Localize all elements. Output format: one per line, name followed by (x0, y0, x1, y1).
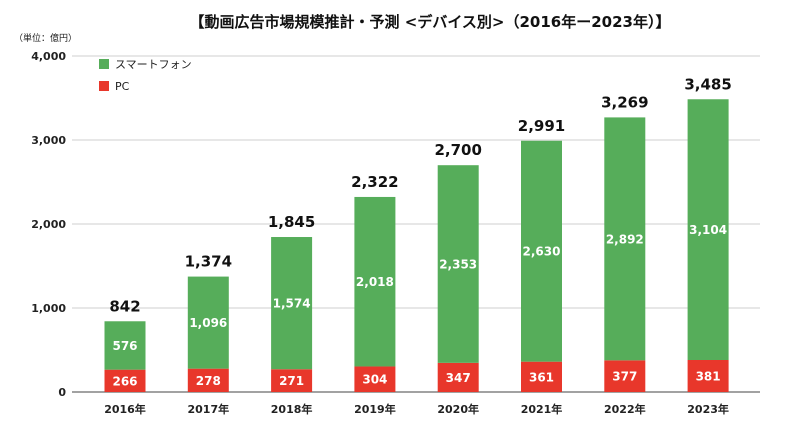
y-tick-label: 2,000 (31, 218, 66, 231)
x-tick-label: 2019年 (354, 402, 396, 416)
x-tick-label: 2020年 (437, 402, 479, 416)
y-tick-label: 3,000 (31, 134, 66, 147)
y-axis-ticks: 0 1,000 2,000 3,000 4,000 (31, 50, 66, 399)
smartphone-value-label: 1,574 (273, 297, 311, 311)
y-tick-label: 1,000 (31, 302, 66, 315)
pc-value-label: 304 (362, 373, 387, 387)
bar-segment-smartphone (187, 276, 229, 369)
smartphone-value-label: 576 (112, 339, 137, 353)
y-tick-label: 0 (58, 386, 66, 399)
bar-segment-smartphone (271, 237, 313, 370)
x-tick-label: 2021年 (521, 402, 563, 416)
unit-label: （単位：億円） (14, 32, 77, 44)
bar-segment-smartphone (521, 140, 562, 362)
pc-value-label: 377 (612, 370, 637, 384)
chart-title: 【動画広告市場規模推計・予測 <デバイス別>（2016年ー2023年）】 (190, 13, 671, 31)
smartphone-value-label: 2,630 (523, 245, 561, 259)
total-value-label: 2,322 (351, 173, 398, 191)
legend-label: PC (115, 80, 130, 93)
smartphone-value-label: 3,104 (689, 223, 727, 237)
pc-value-label: 361 (529, 370, 554, 384)
smartphone-value-label: 2,892 (606, 232, 644, 246)
total-value-label: 3,269 (601, 93, 648, 111)
total-value-label: 1,374 (185, 253, 232, 271)
gridlines (72, 55, 760, 393)
bar-segment-pc (521, 361, 562, 392)
pc-value-label: 271 (279, 374, 304, 388)
pc-value-label: 266 (112, 374, 137, 388)
bar-segment-pc (354, 366, 396, 392)
legend-swatch (99, 59, 109, 69)
total-value-label: 3,485 (684, 75, 731, 93)
total-value-label: 1,845 (268, 213, 315, 231)
pc-value-label: 278 (196, 374, 221, 388)
bar-segment-pc (187, 368, 229, 392)
y-tick-label: 4,000 (31, 50, 66, 63)
bar-segment-smartphone (104, 321, 146, 370)
x-tick-label: 2016年 (104, 402, 146, 416)
x-axis-ticks: 2016年 2017年 2018年 2019年 2020年 2021年 2022年 2023年 (104, 402, 729, 416)
bar-segment-smartphone (687, 99, 729, 360)
bar-segment-smartphone (354, 196, 396, 367)
bars: 266 576 842 278 1,096 1,374 271 1,574 1,845 304 2,… (104, 75, 732, 392)
total-value-label: 2,700 (434, 141, 481, 159)
pc-value-label: 381 (696, 369, 721, 383)
legend: スマートフォン PC (99, 58, 192, 93)
x-tick-label: 2017年 (187, 402, 229, 416)
legend-swatch (99, 81, 109, 91)
x-tick-label: 2023年 (687, 402, 729, 416)
total-value-label: 2,991 (518, 117, 565, 135)
smartphone-value-label: 2,353 (439, 258, 477, 272)
bar-segment-smartphone (437, 165, 479, 363)
bar-segment-smartphone (604, 117, 646, 361)
bar-segment-pc (687, 359, 729, 392)
x-tick-label: 2022年 (604, 402, 646, 416)
bar-segment-pc (104, 369, 146, 392)
bar-segment-pc (271, 369, 313, 392)
smartphone-value-label: 2,018 (356, 275, 394, 289)
bar-segment-pc (437, 362, 479, 392)
legend-label: スマートフォン (115, 58, 192, 71)
bar-segment-pc (604, 360, 646, 392)
smartphone-value-label: 1,096 (189, 316, 227, 330)
total-value-label: 842 (109, 297, 140, 315)
pc-value-label: 347 (446, 371, 471, 385)
x-tick-label: 2018年 (271, 402, 313, 416)
